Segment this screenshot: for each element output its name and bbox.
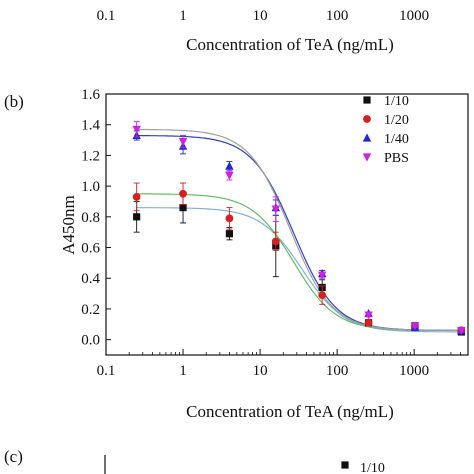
- fit-curve-PBS: [136, 128, 462, 331]
- legend-label: 1/10: [384, 94, 409, 109]
- y-tick-label: 1.4: [81, 118, 100, 134]
- data-point-1-20: [318, 291, 327, 300]
- data-point-PBS: [364, 311, 373, 320]
- y-tick-label: 0.6: [81, 241, 100, 257]
- y-axis-ticks: 0.0 0.2 0.4 0.6 0.8 1.0 1.2 1.4 1.6: [81, 87, 111, 349]
- data-point-1-20: [179, 189, 187, 198]
- top-x-tick-label: 1: [179, 8, 187, 24]
- y-tick-label: 1.2: [81, 148, 100, 164]
- legend-label: 1/20: [384, 113, 409, 128]
- panel-c-legend-marker: [341, 461, 349, 469]
- legend-label: 1/40: [384, 132, 409, 147]
- y-tick-label: 0.0: [81, 333, 100, 349]
- data-point-1-10: [179, 204, 187, 212]
- panel-c-label: (c): [4, 447, 23, 466]
- x-axis-label: Concentration of TeA (ng/mL): [186, 402, 394, 421]
- top-panel: 0.1 1 10 100 1000 Concentration of TeA (ng/m…: [97, 8, 430, 54]
- fit-curve-1-20: [136, 193, 462, 331]
- top-x-axis-label: Concentration of TeA (ng/mL): [186, 35, 394, 54]
- data-point-1-10: [133, 213, 141, 221]
- x-tick-label: 1: [179, 363, 187, 379]
- y-tick-label: 0.2: [81, 302, 100, 318]
- top-x-tick-label: 10: [253, 8, 268, 24]
- data-point-PBS: [132, 125, 141, 134]
- data-point-1-10: [225, 230, 234, 238]
- data-point-PBS: [271, 205, 281, 214]
- legend-marker: [362, 153, 372, 162]
- legend-marker: [363, 115, 371, 123]
- data-point-PBS: [317, 271, 327, 280]
- panel-c: (c) 1/10: [4, 447, 385, 474]
- legend: 1/10 1/20 1/40 PBS: [362, 94, 409, 166]
- top-x-tick-label: 1000: [399, 8, 429, 24]
- fit-curves: [136, 128, 462, 333]
- data-point-1-20: [225, 214, 234, 223]
- panel-b: (b) A450nm Concentration of TeA (ng/mL) …: [4, 87, 469, 421]
- y-tick-label: 1.0: [81, 179, 100, 195]
- y-axis-label: A450nm: [59, 195, 78, 255]
- y-tick-label: 0.8: [81, 210, 100, 226]
- x-tick-label: 1000: [399, 363, 429, 379]
- x-tick-label: 10: [253, 363, 268, 379]
- data-point-PBS: [178, 137, 188, 147]
- x-tick-label: 100: [326, 363, 349, 379]
- data-point-PBS: [225, 171, 234, 180]
- legend-label: PBS: [384, 151, 409, 166]
- legend-marker: [362, 133, 372, 142]
- data-point-1-20: [132, 192, 141, 201]
- panel-b-label: (b): [4, 92, 24, 111]
- x-tick-label: 0.1: [97, 363, 116, 379]
- y-tick-label: 1.6: [81, 87, 100, 103]
- data-points: [132, 121, 466, 336]
- fit-curve-1-10: [136, 207, 462, 333]
- panel-c-legend: 1/10: [341, 461, 385, 474]
- panel-c-legend-label: 1/10: [360, 461, 385, 474]
- top-x-tick-label: 100: [326, 8, 349, 24]
- y-tick-label: 0.4: [81, 271, 100, 287]
- top-x-tick-label: 0.1: [97, 8, 116, 24]
- data-point-1-20: [364, 318, 373, 327]
- x-axis-ticks: 0.1 1 10 100 1000: [97, 349, 461, 379]
- top-x-tick-labels: 0.1 1 10 100 1000: [97, 8, 430, 24]
- data-point-PBS: [457, 326, 466, 336]
- data-point-1-20: [271, 237, 280, 246]
- fit-curve-1-40: [136, 135, 462, 331]
- data-point-PBS: [410, 322, 420, 331]
- data-point-1-40: [225, 161, 234, 170]
- plot-frame: [105, 93, 469, 356]
- legend-marker: [363, 96, 371, 104]
